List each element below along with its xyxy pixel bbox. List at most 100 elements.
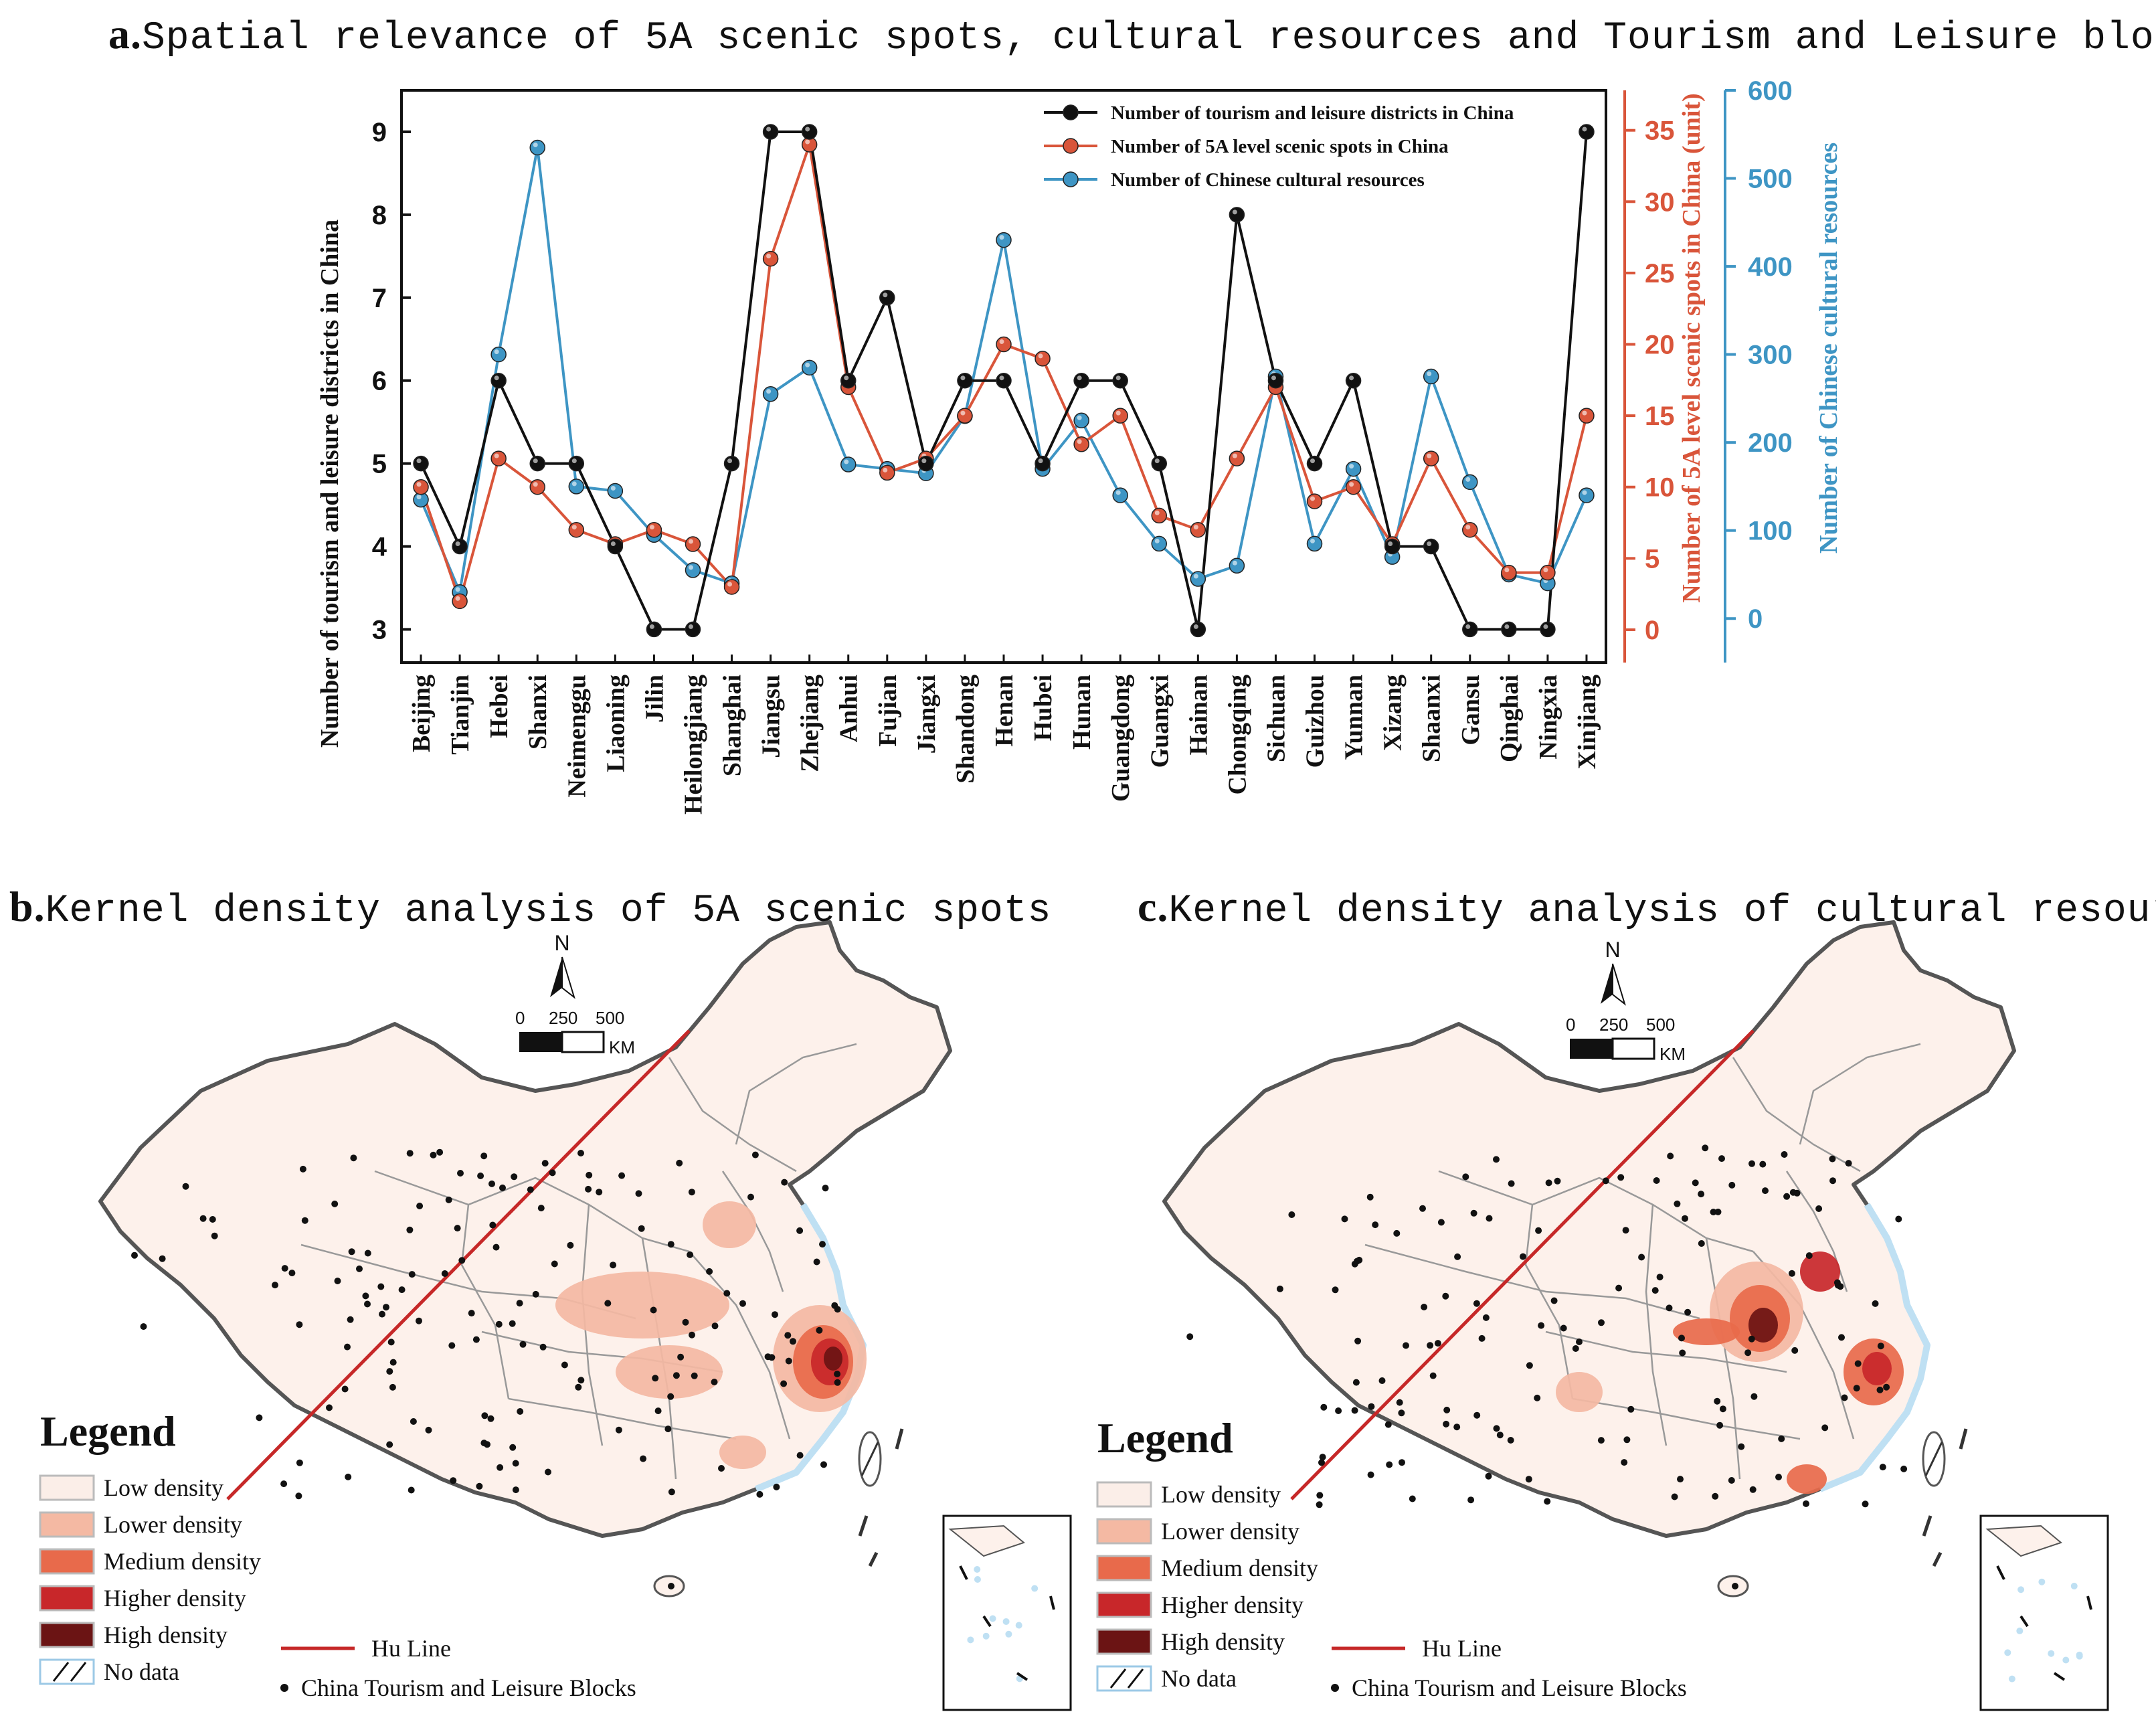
tourism-block-point [1352, 1379, 1360, 1386]
tourism-block-point [610, 1262, 617, 1269]
point-highlight [1038, 353, 1043, 359]
point-highlight [571, 481, 577, 487]
tourism-block-point [1615, 1284, 1623, 1292]
legend-item-label: Lower density [104, 1511, 242, 1538]
inset-boundary-dash [1996, 1565, 2005, 1580]
series-point-2 [529, 139, 545, 156]
province-boundary [668, 1057, 797, 1173]
point-highlight [455, 587, 460, 592]
tourism-block-point [1815, 1205, 1823, 1212]
point-highlight [1582, 490, 1587, 495]
inset-island [2076, 1651, 2083, 1658]
tourism-block-point [1627, 1405, 1635, 1413]
tourism-block-point [1473, 1300, 1480, 1307]
left-tick-label: 9 [372, 118, 387, 147]
series-point-2 [1579, 487, 1595, 503]
x-tick-label: Hainan [1184, 675, 1212, 755]
right2-tick-label: 300 [1748, 341, 1793, 370]
tourism-block-point [495, 1320, 503, 1328]
legend-item-label: High density [1161, 1628, 1285, 1655]
tourism-block-point [1320, 1403, 1328, 1411]
legend-swatch [1096, 1628, 1152, 1655]
tourism-block-point [492, 1243, 500, 1251]
x-tick-label: Anhui [835, 675, 863, 742]
tourism-block-point [377, 1283, 385, 1290]
density-blob [1673, 1318, 1740, 1345]
tourism-block-point [280, 1480, 288, 1488]
x-tick-label: Guangxi [1146, 675, 1174, 768]
point-highlight [416, 458, 422, 464]
x-tick-label: Chongqing [1223, 675, 1251, 795]
point-highlight [649, 624, 654, 629]
tourism-block-point [1319, 1454, 1326, 1461]
tourism-block-point [131, 1251, 138, 1259]
density-blob [824, 1347, 842, 1371]
density-blob [719, 1436, 766, 1469]
right1-axis-label: Number of 5A level scenic spots in China… [1678, 93, 1706, 602]
tourism-block-point [488, 1180, 495, 1187]
tourism-block-point [1535, 1227, 1542, 1234]
tourism-block-point [345, 1473, 352, 1480]
tourism-block-point [1485, 1472, 1492, 1480]
point-highlight [494, 453, 499, 458]
point-highlight [416, 495, 422, 500]
inset-island [2038, 1578, 2046, 1585]
tourism-block-point [1318, 1459, 1325, 1466]
point-highlight [1154, 458, 1160, 464]
left-tick-label: 7 [372, 284, 387, 313]
point-highlight [727, 582, 733, 587]
tourism-block-point [1829, 1155, 1836, 1162]
x-tick-label: Shanghai [719, 675, 747, 776]
tourism-block-point [386, 1441, 393, 1448]
legend-swatch [1096, 1481, 1152, 1508]
tourism-block-point [1710, 1209, 1717, 1215]
tourism-block-point [784, 1332, 792, 1339]
tourism-block-point [1372, 1221, 1379, 1229]
x-tick-label: Jiangxi [913, 675, 941, 754]
point-highlight [1232, 209, 1237, 215]
scale-label-0: 0 [1566, 1015, 1575, 1035]
tourism-block-point [256, 1414, 263, 1421]
series-point-1 [762, 250, 779, 267]
point-highlight [1349, 482, 1354, 487]
x-tick-label: Liaoning [602, 675, 630, 772]
tourism-block-point [1576, 1338, 1583, 1345]
no-data-hatch-icon [70, 1662, 87, 1682]
series-point-0 [1540, 621, 1556, 638]
line-chart: 3 4 5 6 7 8 9 Number of tourism and leisure dis… [316, 76, 1843, 814]
series-point-2 [568, 479, 585, 495]
tourism-block-point [1316, 1501, 1323, 1508]
tourism-block-point [1421, 1304, 1428, 1310]
tourism-block-point [1679, 1349, 1686, 1357]
tourism-block-point [756, 1490, 763, 1498]
tourism-block-point [1470, 1209, 1477, 1217]
legend-swatch [39, 1585, 95, 1612]
tourism-block-point [182, 1183, 189, 1190]
no-data-hatch-icon [1109, 1668, 1127, 1689]
series-point-0 [685, 621, 701, 638]
inset-island [2048, 1650, 2055, 1657]
point-highlight [1310, 538, 1316, 543]
tourism-block-point [295, 1492, 302, 1500]
point-highlight [844, 375, 849, 381]
legend-item-label: No data [1161, 1665, 1237, 1692]
tourism-block-point [519, 1341, 527, 1348]
series-point-0 [1501, 621, 1517, 638]
tourism-block-point [739, 1300, 746, 1307]
tourism-block-point [1288, 1211, 1295, 1218]
series-point-1 [723, 579, 740, 595]
tourism-block-point [1507, 1437, 1514, 1444]
tourism-block-point [1384, 1421, 1392, 1428]
right1-tick-label: 0 [1645, 616, 1659, 645]
x-tick-label: Zhejiang [796, 675, 824, 772]
inset-boundary-dash [959, 1565, 968, 1580]
tourism-block-point [1738, 1443, 1745, 1450]
tourism-block-point [834, 1371, 841, 1377]
series-point-1 [879, 464, 895, 481]
tourism-block-point [1467, 1496, 1475, 1504]
scale-label-500: 500 [596, 1008, 624, 1028]
point-highlight [844, 459, 849, 464]
tourism-block-point [362, 1292, 369, 1300]
point-highlight [921, 458, 927, 464]
tourism-block-point [773, 1483, 780, 1490]
